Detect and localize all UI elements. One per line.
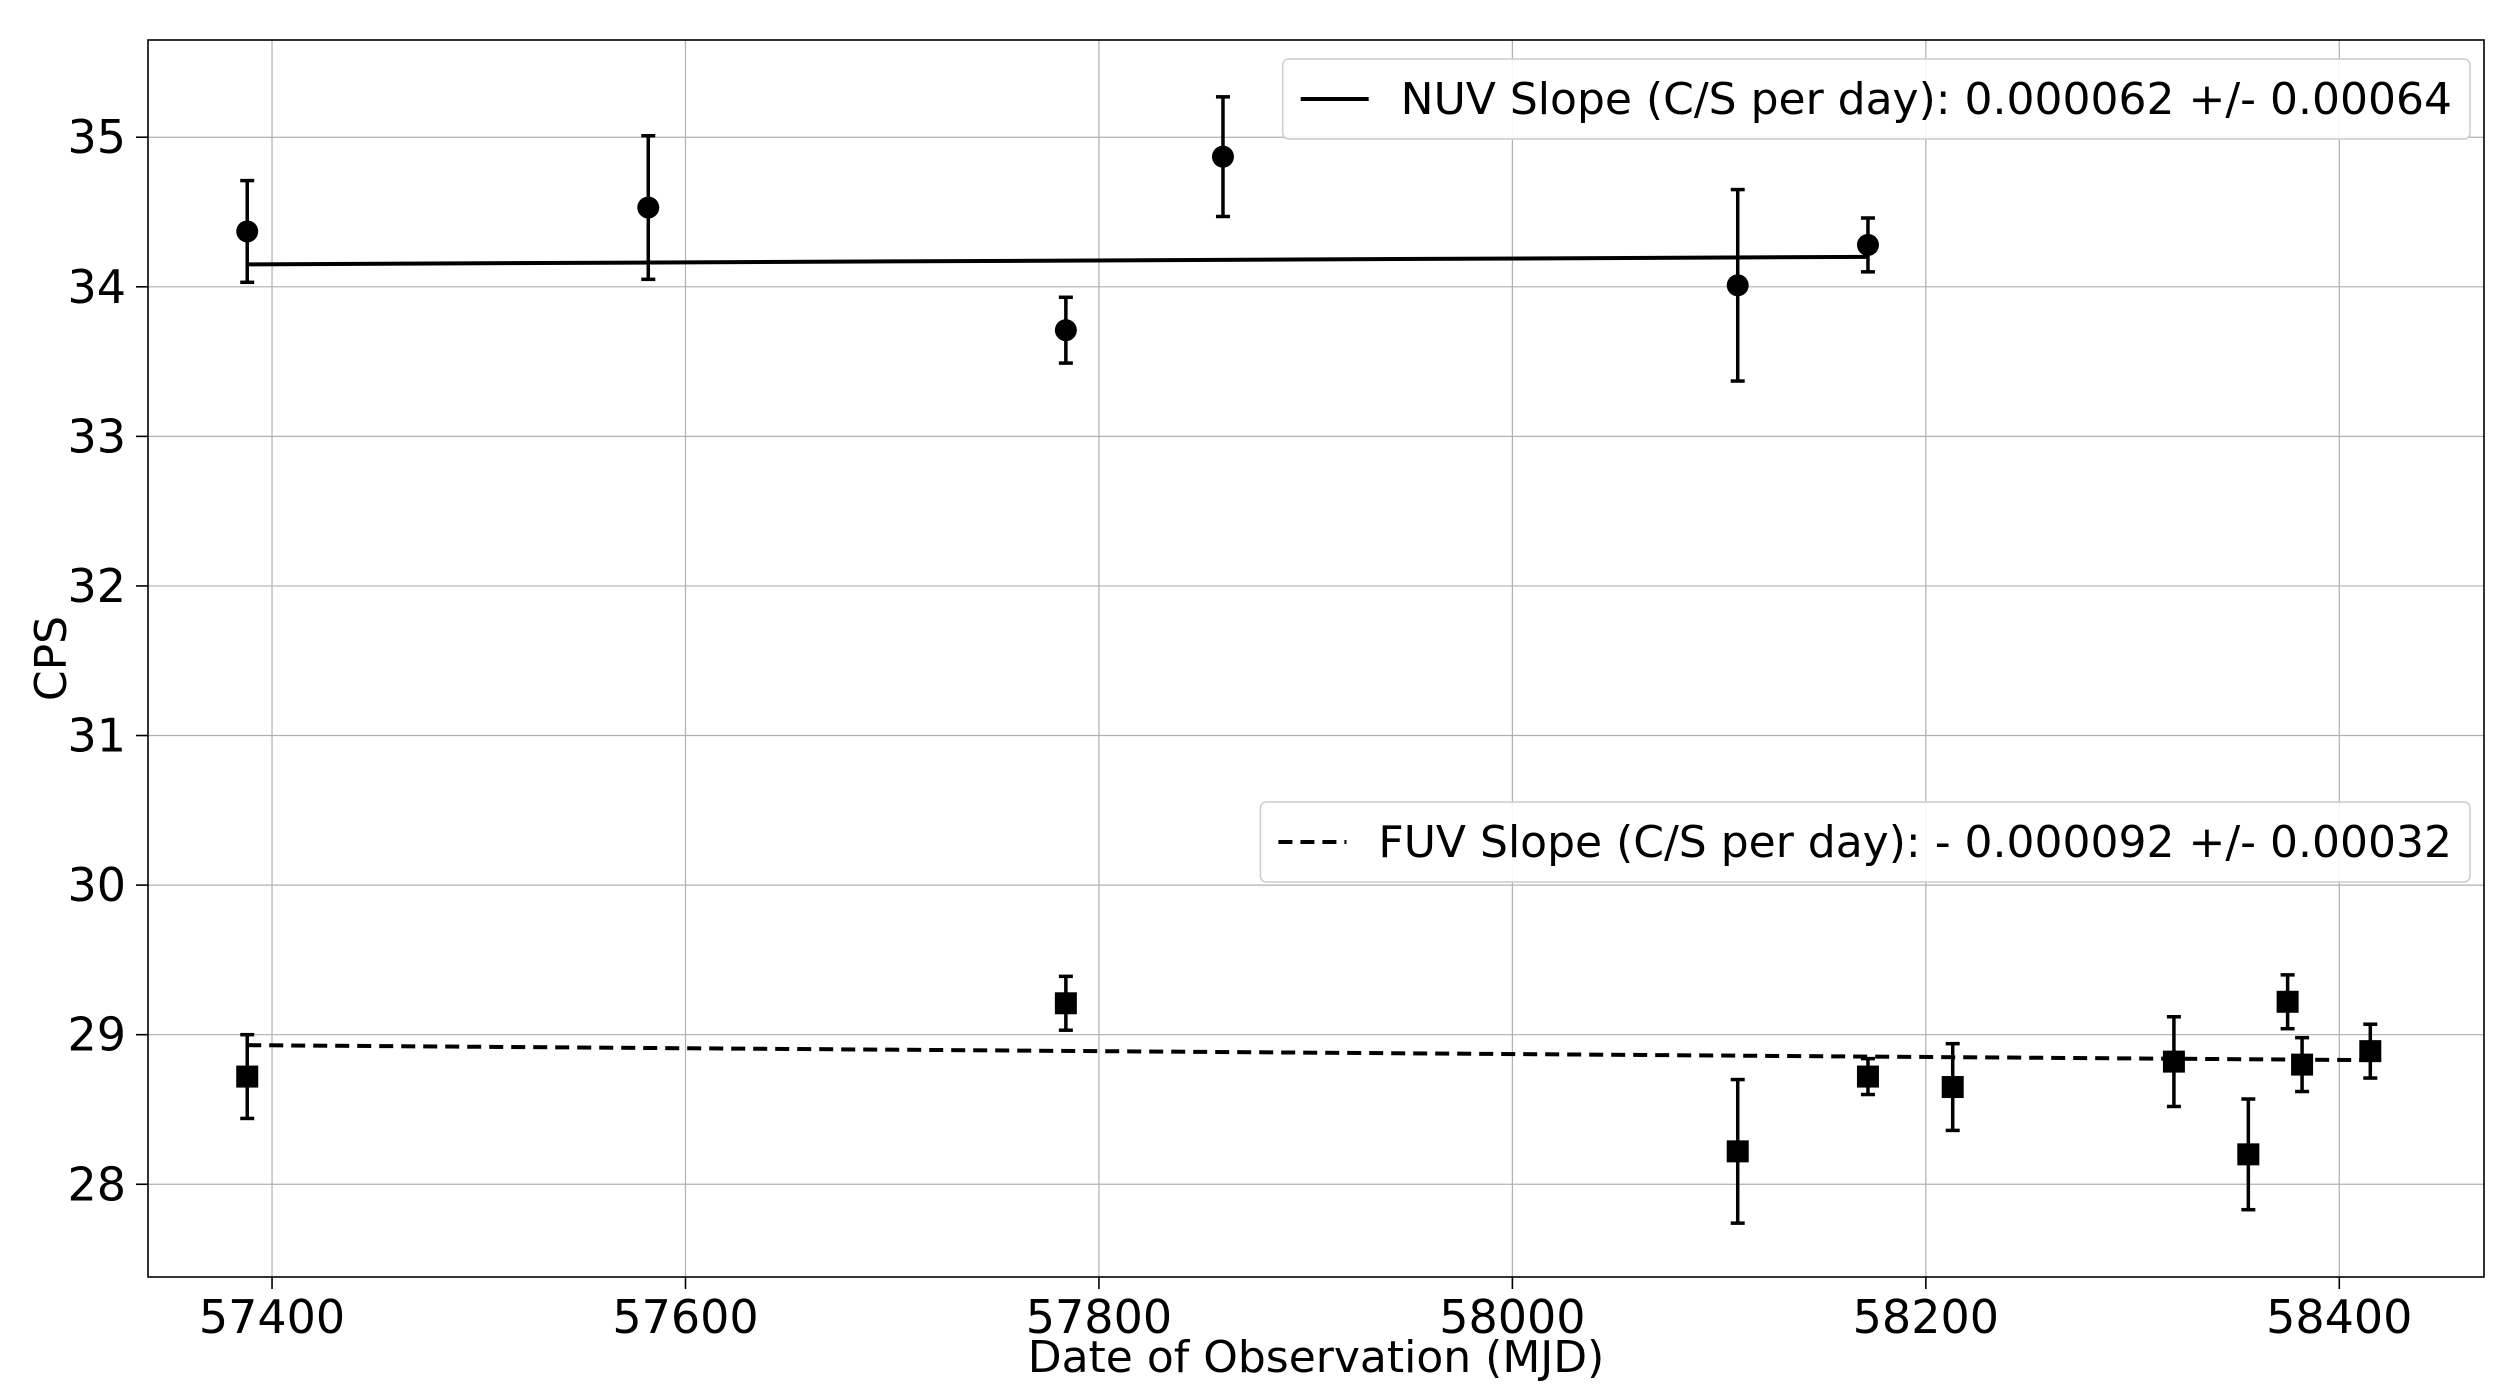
fuv-point [2162,1050,2185,1073]
fuv-point [2237,1143,2260,1166]
nuv-point [637,196,660,219]
y-tick-label: 34 [67,260,126,314]
y-tick-label: 29 [67,1008,126,1062]
legend-nuv: NUV Slope (C/S per day): 0.000062 +/- 0.… [1281,58,2471,140]
y-tick-label: 31 [67,709,126,763]
fuv-fit-line [247,1043,2371,1063]
x-tick-label: 57600 [612,1290,758,1344]
y-tick-label: 33 [67,409,126,463]
nuv-point [1726,274,1749,297]
fuv-point [2276,990,2299,1013]
nuv-point [1211,145,1234,168]
plot-content [236,95,2382,1225]
nuv-fit-line [247,254,1868,267]
series-fuv [236,973,2382,1225]
legend-fuv-box [1259,801,2471,883]
legend-nuv-label: NUV Slope (C/S per day): 0.000062 +/- 0.… [1401,74,2452,125]
fuv-point [1856,1065,1879,1088]
y-tick-label: 32 [67,559,126,613]
legend-fuv: FUV Slope (C/S per day): - 0.000092 +/- … [1259,801,2471,883]
fuv-point [2359,1040,2382,1063]
x-tick-label: 57400 [199,1290,345,1344]
nuv-point [236,220,259,243]
series-nuv [236,95,1879,383]
plot-frame [147,39,2485,1278]
fuv-point [1726,1140,1749,1163]
fuv-point [236,1065,259,1088]
x-axis-label: Date of Observation (MJD) [1028,1332,1605,1383]
y-tick-label: 28 [67,1157,126,1211]
legend-fuv-label: FUV Slope (C/S per day): - 0.000092 +/- … [1378,817,2452,868]
y-axis-label: CPS [26,616,77,701]
x-tick-label: 57800 [1026,1290,1172,1344]
y-tick-label: 30 [67,858,126,912]
fuv-point [1054,992,1077,1015]
x-tick-label: 58000 [1439,1290,1585,1344]
y-tick-label: 35 [67,110,126,164]
x-tick-label: 58400 [2266,1290,2412,1344]
legend-nuv-box [1281,58,2471,140]
fuv-point [1941,1076,1964,1099]
nuv-point [1856,233,1879,256]
nuv-point [1054,319,1077,342]
x-tick-label: 58200 [1853,1290,1999,1344]
fuv-point [2291,1053,2314,1076]
axis-ticks: 57400 57600 57800 58000 58200 58400 28 29 30 31 32… [67,110,2412,1344]
